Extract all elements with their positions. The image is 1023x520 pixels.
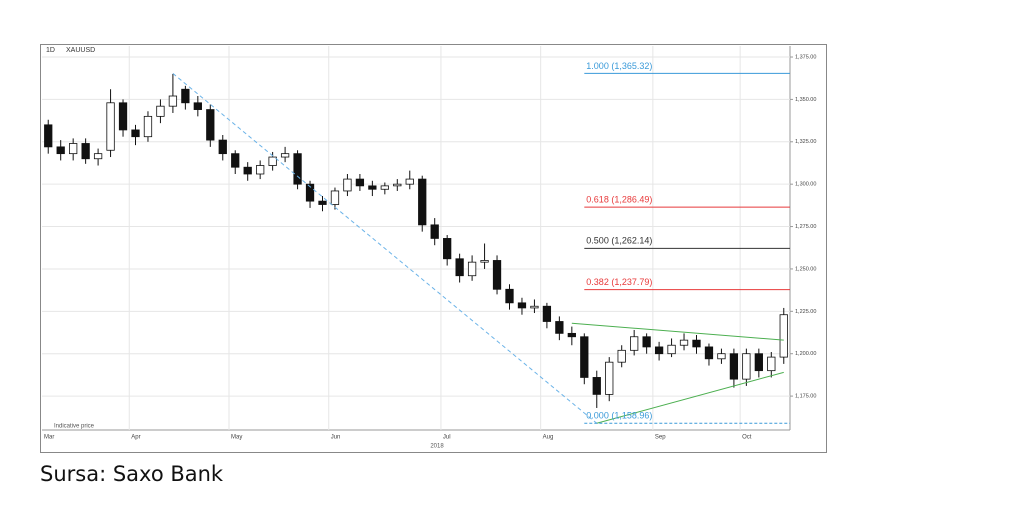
candle-body — [480, 260, 489, 263]
candle-body — [355, 178, 365, 187]
candle-body — [330, 190, 340, 205]
candle-body — [268, 156, 277, 166]
candle-body — [505, 288, 514, 304]
trendline — [571, 322, 784, 341]
candle-body — [393, 183, 402, 187]
chart: 1D XAUUSD Indicative price 2018 1,175.00… — [40, 44, 827, 453]
y-tick-label: 1,200.00 — [795, 351, 816, 357]
candle-body — [418, 178, 427, 226]
candle-body — [430, 224, 439, 239]
candle-body — [44, 124, 53, 148]
candle-body — [580, 336, 589, 378]
y-tick-label: 1,375.00 — [795, 54, 816, 60]
candle-body — [455, 258, 464, 277]
y-tick-label: 1,300.00 — [795, 182, 816, 188]
x-tick-label: Aug — [543, 435, 554, 441]
candle-body — [193, 102, 202, 110]
candle-body — [467, 261, 477, 277]
candle-body — [156, 105, 165, 117]
candle-body — [754, 353, 763, 372]
candle-body — [492, 260, 502, 290]
candle-body — [530, 305, 539, 309]
candle-body — [779, 314, 788, 358]
candle-body — [542, 305, 552, 322]
fib-label: 1.000 (1,365.32) — [586, 61, 652, 71]
candle-body — [517, 302, 527, 309]
candle-body — [380, 185, 389, 190]
candle-body — [592, 377, 601, 395]
candle-body — [56, 146, 65, 155]
x-tick-label: Jun — [331, 435, 341, 441]
candle-body — [617, 349, 626, 363]
candle-body — [717, 353, 726, 360]
x-tick-label: Oct — [742, 435, 752, 441]
candle-body — [630, 336, 639, 351]
candle-body — [118, 102, 128, 131]
candle-body — [704, 346, 714, 360]
candle-body — [106, 102, 115, 151]
trendline — [172, 73, 598, 424]
candle-body — [742, 353, 751, 380]
y-tick-label: 1,250.00 — [795, 266, 816, 272]
candle-body — [642, 336, 651, 348]
candle-body — [555, 321, 564, 334]
candle-body — [667, 344, 676, 355]
candle-body — [405, 178, 414, 185]
candle-body — [181, 88, 190, 104]
candle-body — [280, 153, 290, 158]
candle-body — [69, 143, 78, 155]
fib-label: 0.500 (1,262.14) — [586, 236, 652, 246]
y-tick-label: 1,175.00 — [795, 394, 816, 400]
candle-body — [93, 153, 103, 160]
candle-body — [729, 353, 739, 380]
candle-body — [218, 139, 227, 155]
x-tick-label: May — [231, 435, 242, 441]
y-tick-label: 1,350.00 — [795, 97, 816, 103]
candle-body — [143, 115, 153, 138]
x-tick-label: Mar — [44, 435, 54, 441]
interval-label: 1D — [46, 47, 55, 54]
note: Indicative price — [54, 424, 95, 430]
symbol-label: XAUUSD — [66, 47, 95, 54]
y-tick-label: 1,325.00 — [795, 139, 816, 145]
candle-body — [654, 346, 664, 355]
fib-label: 0.618 (1,286.49) — [586, 194, 652, 204]
fib-label: 0.382 (1,237.79) — [586, 277, 652, 287]
candle-body — [318, 200, 327, 205]
candle-body — [243, 166, 252, 175]
y-tick-label: 1,275.00 — [795, 224, 816, 230]
trendline — [596, 371, 784, 424]
x-tick-label: Apr — [131, 435, 140, 441]
candle-body — [256, 165, 265, 175]
x-tick-label: Sep — [655, 435, 666, 441]
caption: Sursa: Saxo Bank — [40, 462, 224, 486]
candle-body — [305, 183, 315, 202]
fib-label: 0.000 (1,158.96) — [586, 411, 652, 421]
candle-body — [692, 339, 701, 348]
candle-body — [767, 356, 776, 372]
candle-body — [131, 129, 140, 138]
candle-body — [343, 178, 352, 192]
candle-body — [567, 332, 576, 338]
candle-body — [679, 339, 689, 346]
y-tick-label: 1,225.00 — [795, 309, 816, 315]
candle-body — [168, 95, 178, 107]
candle-body — [81, 143, 90, 160]
year-label: 2018 — [430, 444, 444, 450]
x-tick-label: Jul — [443, 435, 451, 441]
candle-body — [368, 185, 377, 190]
candle-body — [293, 153, 302, 185]
candle-body — [231, 153, 240, 168]
candle-body — [443, 238, 452, 260]
candle-body — [605, 361, 614, 395]
candle-body — [206, 109, 215, 141]
